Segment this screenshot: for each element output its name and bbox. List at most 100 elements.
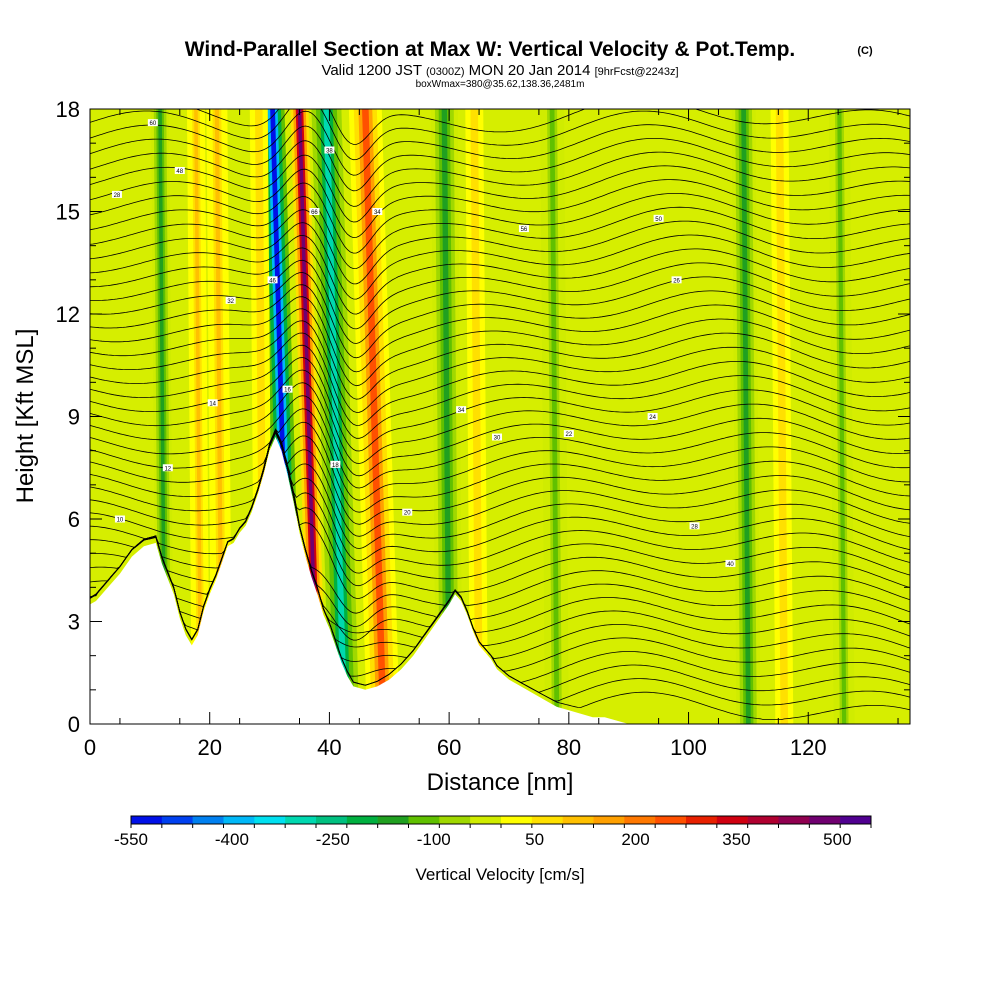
colorbar-swatch <box>131 816 163 824</box>
theta-contour-line <box>90 357 910 452</box>
contour-label: 20 <box>404 511 411 517</box>
colorbar-tick-label: -100 <box>417 830 451 849</box>
contour-label-bg <box>372 208 383 215</box>
contour-label: 24 <box>649 415 656 421</box>
theta-contour-line <box>90 428 910 525</box>
theta-contour-line <box>90 110 910 176</box>
colorbar-swatch <box>593 816 625 824</box>
contour-label-bg <box>147 119 158 127</box>
velocity-band <box>297 109 320 724</box>
colorbar-swatch <box>624 816 656 824</box>
contour-label: 40 <box>727 562 734 568</box>
contour-label-bg <box>207 399 218 407</box>
contour-label-bg <box>330 460 341 468</box>
colorbar-swatch <box>686 816 718 824</box>
contour-label: 34 <box>458 408 465 414</box>
contour-label-bg <box>653 214 664 222</box>
colorbar-swatch <box>377 816 409 824</box>
theta-contour-line <box>90 247 910 330</box>
chart-title: Wind-Parallel Section at Max W: Vertical… <box>185 38 796 61</box>
colorbar-swatch <box>531 816 563 824</box>
contour-label: 60 <box>150 121 157 127</box>
colorbar-swatch <box>316 816 348 824</box>
x-tick-label: 60 <box>437 735 461 760</box>
subtitle-valid: Valid 1200 JST <box>321 62 421 79</box>
velocity-band <box>194 109 203 724</box>
theta-contour-labels: 60 48 28 66 38 34 56 50 26 46 32 34 16 14 10 12 18 20 22 30… <box>111 119 736 568</box>
theta-contour-line <box>90 209 910 285</box>
colorbar-swatch <box>655 816 687 824</box>
contour-label-bg <box>518 225 529 233</box>
x-tick-label: 100 <box>670 735 707 760</box>
contour-label: 18 <box>332 463 339 469</box>
contour-label: 14 <box>209 401 216 407</box>
colorbar-swatch <box>346 816 378 824</box>
x-tick-label: 40 <box>317 735 341 760</box>
theta-contour-line <box>90 234 910 315</box>
subtitle-box: boxWmax=380@35.62,138.36,2481m <box>416 79 585 90</box>
contour-label-bg <box>174 167 185 174</box>
colorbar-swatch <box>254 816 286 824</box>
x-axis-label: Distance [nm] <box>427 769 574 796</box>
y-tick-label: 15 <box>56 200 80 225</box>
colorbar <box>130 815 872 828</box>
contour-label-bg <box>324 146 335 154</box>
velocity-band <box>362 109 387 724</box>
theta-contour-line <box>90 332 910 426</box>
contour-label: 22 <box>565 432 572 438</box>
y-axis-label: Height [Kft MSL] <box>12 329 39 504</box>
theta-contour-line <box>90 369 910 464</box>
contour-label: 34 <box>374 210 381 216</box>
theta-contour-line <box>90 109 910 161</box>
contour-label: 66 <box>311 210 318 216</box>
colorbar-swatch <box>716 816 748 824</box>
contour-label: 26 <box>673 278 680 284</box>
theta-contour-line <box>90 154 910 223</box>
contour-label-bg <box>492 433 503 441</box>
velocity-band <box>777 109 787 724</box>
plot-area: 60 48 28 66 38 34 56 50 26 46 32 34 16 14 10 12 18 20 22 30… <box>90 109 910 724</box>
theta-contour-line <box>90 421 910 513</box>
colorbar-tick-label: 500 <box>823 830 851 849</box>
colorbar-tick-label: -550 <box>114 830 148 849</box>
y-tick-label: 12 <box>56 302 80 327</box>
theta-contour-line <box>90 296 910 387</box>
y-tick-label: 6 <box>68 507 80 532</box>
contour-label: 30 <box>494 436 501 442</box>
colorbar-swatch <box>470 816 502 824</box>
theta-contour-line <box>195 109 910 145</box>
contour-label-bg <box>456 406 467 414</box>
x-tick-label: 0 <box>84 735 96 760</box>
contour-label: 46 <box>269 278 276 284</box>
x-tick-label: 80 <box>557 735 581 760</box>
theta-contour-line <box>90 182 910 254</box>
contour-label: 12 <box>164 466 171 472</box>
velocity-band <box>441 109 452 724</box>
colorbar-swatch <box>223 816 255 824</box>
colorbar-tick-label: 200 <box>621 830 649 849</box>
colorbar-tick-label: 350 <box>722 830 750 849</box>
colorbar-swatch <box>840 816 872 824</box>
x-tick-label: 120 <box>790 735 827 760</box>
title-mark: (C) <box>857 45 873 57</box>
x-tick-label: 20 <box>197 735 221 760</box>
colorbar-ticks: -550 -400 -250 -100 50 200 350 500 <box>114 830 852 849</box>
contour-label-bg <box>225 296 236 304</box>
colorbar-swatch <box>161 816 193 824</box>
colorbar-swatch <box>501 816 533 824</box>
contour-label: 56 <box>521 227 528 233</box>
contour-label-bg <box>282 385 293 393</box>
theta-contour-line <box>90 428 910 574</box>
y-tick-label: 9 <box>68 405 80 430</box>
contour-label-bg <box>309 208 320 215</box>
contour-label: 28 <box>691 524 698 530</box>
contour-label: 50 <box>655 217 662 223</box>
contour-label: 38 <box>326 149 333 155</box>
contour-label: 32 <box>227 299 234 305</box>
theta-contour-line <box>90 168 910 239</box>
x-axis-ticks: 0 20 40 60 80 100 120 <box>84 109 899 760</box>
velocity-band <box>549 109 560 724</box>
colorbar-swatch <box>562 816 594 824</box>
theta-contour-line <box>90 428 910 562</box>
